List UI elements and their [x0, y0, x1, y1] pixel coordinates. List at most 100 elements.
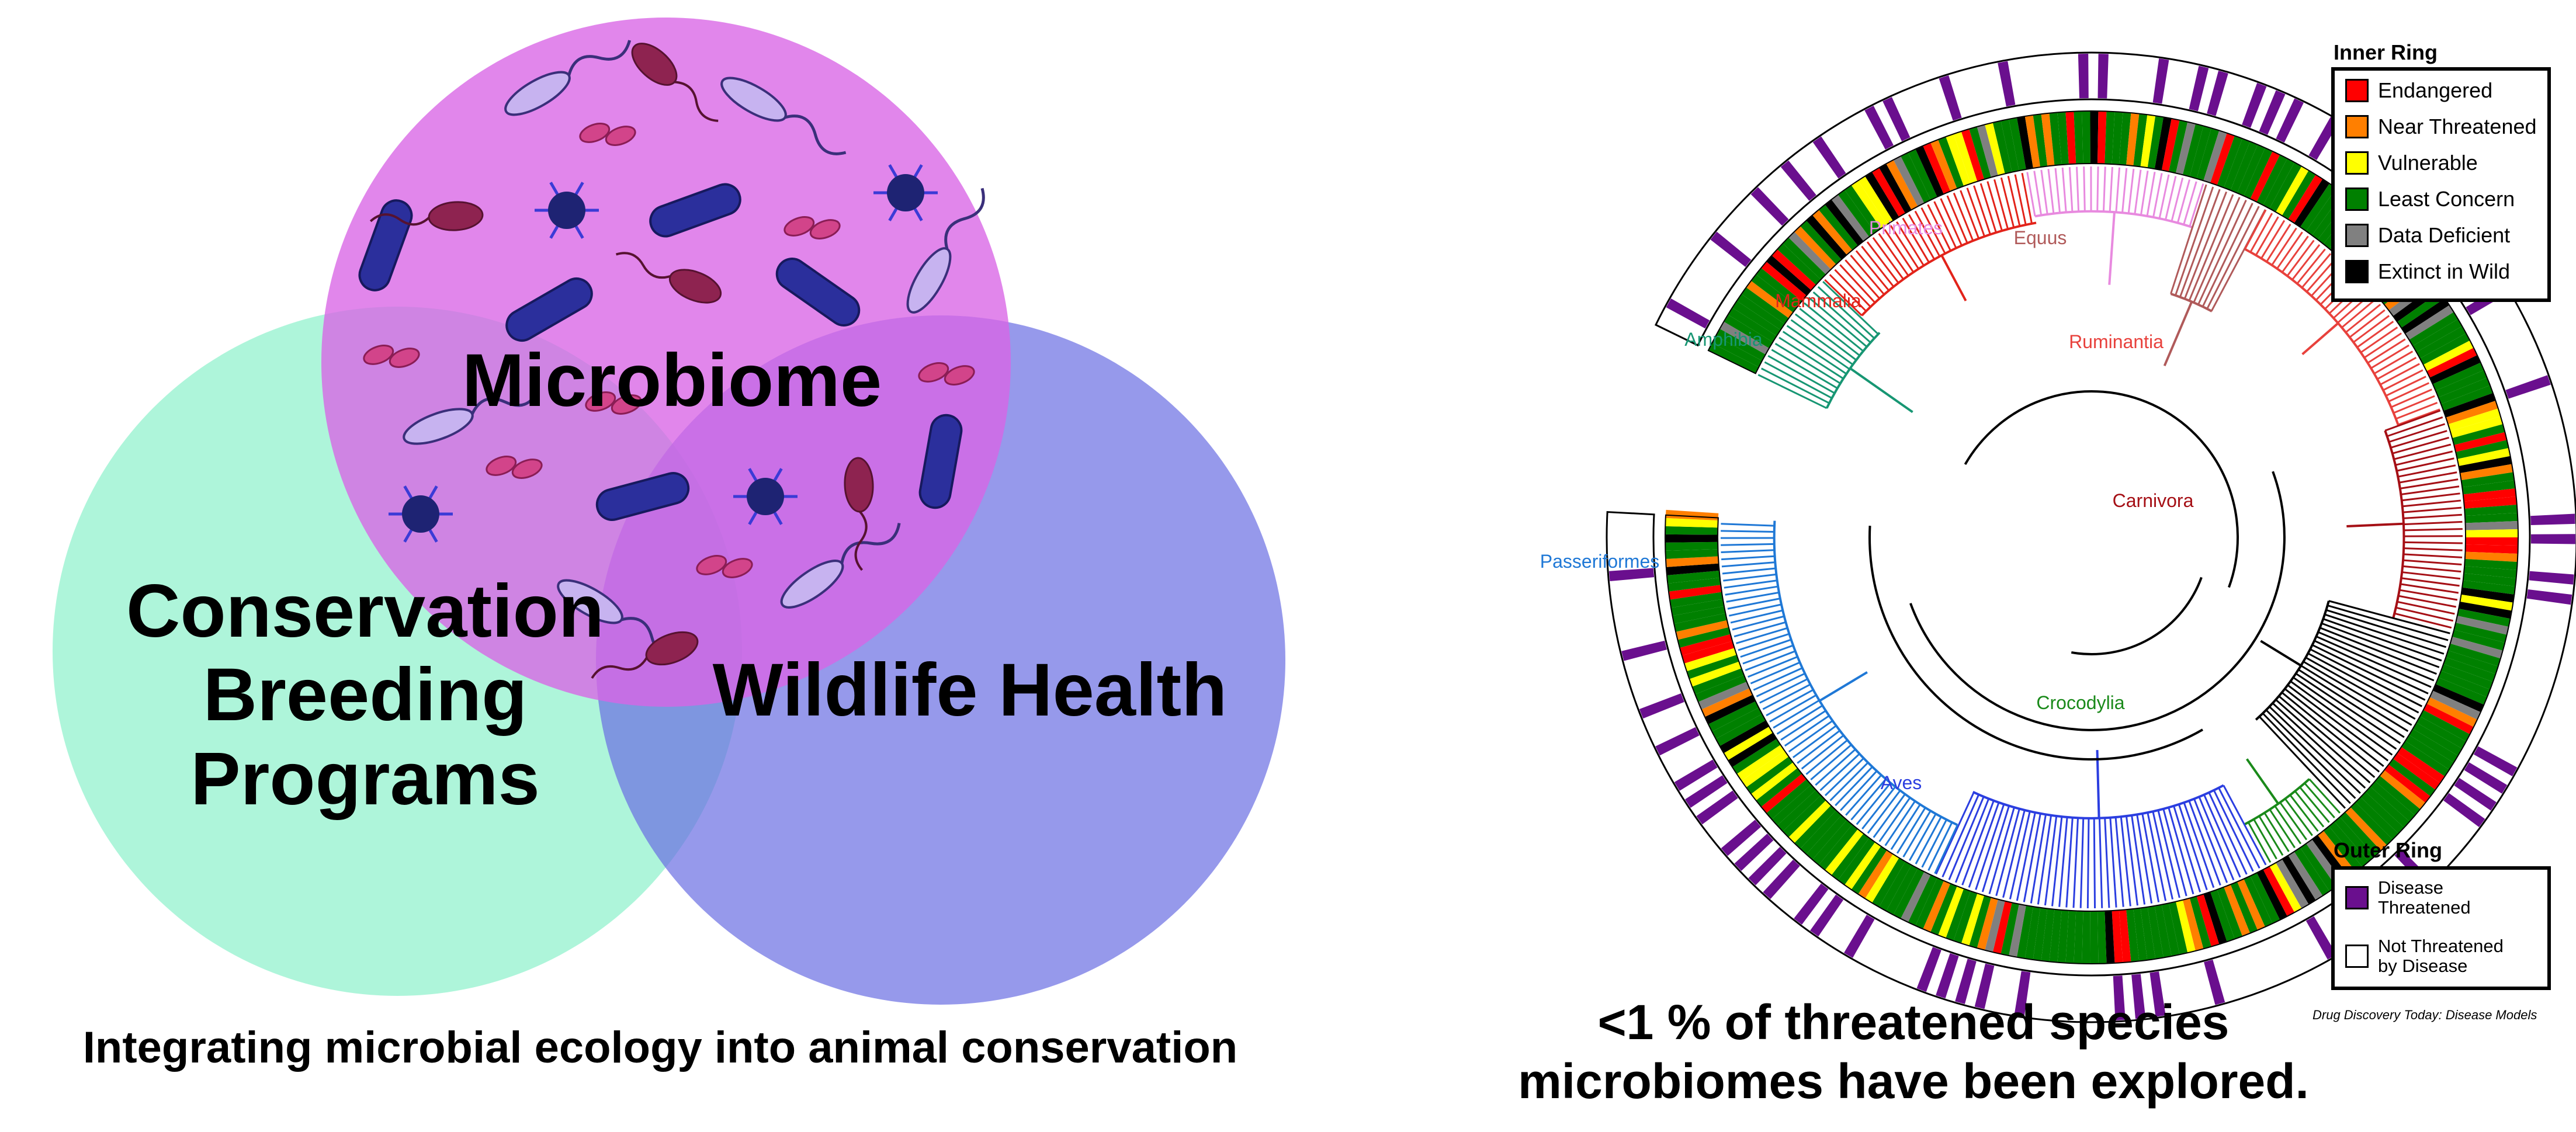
- disease-threatened-segment: [1621, 640, 1667, 661]
- legend-label: Least Concern: [2378, 187, 2515, 211]
- conservation-status-segment: [1708, 343, 1759, 374]
- conservation-status-segment: [2446, 400, 2498, 425]
- conservation-status-segment: [2033, 907, 2048, 961]
- right-caption-line1: <1 % of threatened species: [1597, 995, 2230, 1050]
- disease-threatened-segment: [1998, 61, 2016, 107]
- conservation-status-segment: [2065, 111, 2076, 165]
- disease-threatened-segment: [1721, 820, 1762, 856]
- conservation-status-segment: [1777, 790, 1821, 832]
- clade-label-primates: Primates: [1869, 217, 1943, 238]
- conservation-status-segment: [2294, 848, 2330, 896]
- conservation-status-segment: [2461, 472, 2515, 488]
- conservation-status-segment: [2189, 896, 2211, 949]
- conservation-status-segment: [2462, 580, 2516, 595]
- conservation-status-segment: [2412, 723, 2463, 756]
- clade-label-passeriformes: Passeriformes: [1540, 551, 1660, 572]
- conservation-status-segment: [2456, 440, 2509, 459]
- flagellate-bacterium-icon: [615, 252, 722, 304]
- conservation-status-segment: [2175, 121, 2196, 175]
- conservation-status-segment: [1794, 805, 1836, 849]
- conservation-status-segment: [1908, 874, 1937, 926]
- conservation-status-segment: [2459, 456, 2512, 473]
- right-caption-line2: microbiomes have been explored.: [1518, 1053, 2309, 1109]
- conservation-status-segment: [1741, 287, 1789, 324]
- conservation-status-segment: [2182, 123, 2204, 177]
- conservation-status-segment: [1736, 745, 1785, 781]
- conservation-status-segment: [2126, 909, 2140, 962]
- disease-threatened-segment: [1748, 846, 1787, 886]
- conservation-status-segment: [2210, 889, 2235, 942]
- legend-item-disease-threatened: Disease Threatened: [2345, 877, 2471, 918]
- conservation-status-segment: [1766, 255, 1811, 296]
- coccobacillus-icon: [918, 362, 975, 386]
- conservation-status-segment: [2438, 671, 2490, 697]
- conservation-status-segment: [1818, 204, 1858, 251]
- legend-label-line1: Disease: [2378, 877, 2443, 898]
- conservation-status-segment: [2147, 116, 2164, 169]
- data-deficient-swatch: [2345, 224, 2369, 247]
- conservation-status-segment: [2426, 697, 2477, 727]
- conservation-status-segment: [1806, 815, 1847, 860]
- conservation-status-segment: [1665, 509, 1719, 520]
- conservation-status-segment: [1946, 134, 1971, 186]
- spirillum-icon: [720, 77, 847, 155]
- near-threatened-swatch: [2345, 115, 2369, 138]
- conservation-status-segment: [1715, 328, 1766, 361]
- conservation-status-segment: [2365, 786, 2410, 828]
- conservation-status-segment: [2435, 370, 2487, 398]
- conservation-status-segment: [1669, 592, 1723, 608]
- disease-threatened-segment: [2505, 375, 2551, 399]
- conservation-status-segment: [2074, 911, 2083, 964]
- conservation-status-segment: [1750, 274, 1798, 312]
- rod-bacterium-icon: [649, 183, 741, 238]
- disease-threatened-segment: [1666, 298, 1710, 329]
- legend-label: Vulnerable: [2378, 151, 2478, 175]
- conservation-status-segment: [2452, 424, 2505, 445]
- conservation-label: Conservation Breeding Programs: [88, 570, 643, 821]
- conservation-status-segment: [1736, 294, 1785, 330]
- conservation-status-segment: [1728, 307, 1777, 342]
- disease-threatened-segment: [1734, 834, 1774, 871]
- coccobacillus-icon: [783, 216, 841, 239]
- conservation-status-segment: [2196, 894, 2220, 947]
- disease-threatened-segment: [1780, 160, 1816, 201]
- conservation-status-segment: [2126, 113, 2140, 166]
- conservation-status-segment: [2182, 898, 2204, 952]
- conservation-status-segment: [1851, 180, 1887, 229]
- conservation-status-segment: [1886, 159, 1918, 210]
- conservation-status-segment: [2454, 432, 2507, 452]
- conservation-status-segment: [2393, 752, 2440, 790]
- conservation-status-segment: [2457, 609, 2511, 627]
- disease-threatened-segment: [1882, 96, 1911, 141]
- disease-threatened-segment: [1812, 136, 1846, 179]
- conservation-status-segment: [1953, 891, 1978, 944]
- conservation-status-segment: [2016, 116, 2033, 169]
- conservation-status-segment: [1719, 321, 1769, 355]
- conservation-status-segment: [1712, 707, 1762, 739]
- conservation-status-segment: [1732, 738, 1781, 775]
- conservation-status-segment: [2119, 112, 2131, 165]
- conservation-status-segment: [1831, 834, 1870, 880]
- conservation-status-segment: [2370, 781, 2415, 822]
- clade-branch-group: [2163, 184, 2266, 367]
- conservation-status-segment: [1825, 199, 1864, 246]
- conservation-status-segment: [2465, 520, 2518, 530]
- disease-threatened-segment: [1750, 187, 1789, 226]
- conservation-status-segment: [2464, 566, 2517, 578]
- flagellate-bacterium-icon: [844, 457, 874, 571]
- wildlife-health-label: Wildlife Health: [712, 648, 1228, 732]
- conservation-status-segment: [2405, 735, 2454, 770]
- conservation-status-segment: [1746, 756, 1793, 794]
- conservation-status-segment: [1750, 762, 1798, 801]
- outer-ring-legend-box: Disease Threatened Not Threatened by Dis…: [2331, 866, 2551, 990]
- conservation-status-segment: [1923, 143, 1951, 195]
- conservation-status-segment: [2049, 112, 2062, 166]
- spirillum-icon: [780, 523, 901, 609]
- clade-label-mammalia: Mammalia: [1775, 290, 1861, 311]
- legend-label-line1: Not Threatened: [2378, 936, 2504, 956]
- microbiome-circle: [321, 18, 1011, 707]
- legend-item-data-deficient: Data Deficient: [2345, 224, 2510, 247]
- conservation-status-segment: [2446, 650, 2498, 675]
- conservation-status-segment: [2196, 128, 2220, 181]
- conservation-status-segment: [2133, 113, 2148, 167]
